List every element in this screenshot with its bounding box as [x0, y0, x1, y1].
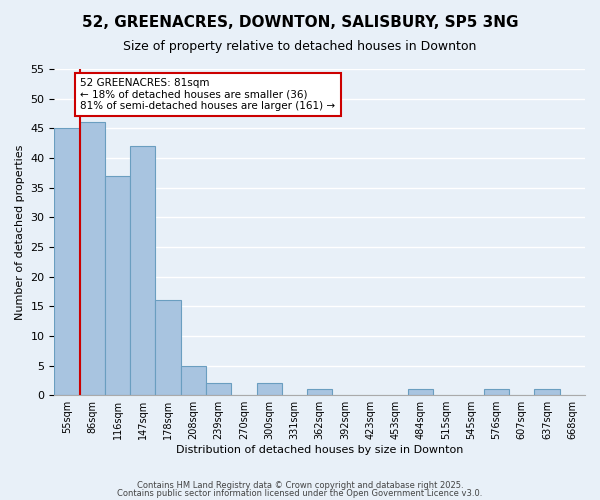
Bar	[181, 366, 206, 395]
Text: 52 GREENACRES: 81sqm
← 18% of detached houses are smaller (36)
81% of semi-detac: 52 GREENACRES: 81sqm ← 18% of detached h…	[80, 78, 335, 111]
Bar	[307, 390, 332, 395]
Bar	[155, 300, 181, 395]
Text: Contains HM Land Registry data © Crown copyright and database right 2025.: Contains HM Land Registry data © Crown c…	[137, 481, 463, 490]
Bar	[484, 390, 509, 395]
Text: Contains public sector information licensed under the Open Government Licence v3: Contains public sector information licen…	[118, 488, 482, 498]
Bar	[408, 390, 433, 395]
Bar	[55, 128, 80, 395]
Bar	[206, 384, 231, 395]
Bar	[130, 146, 155, 395]
Text: Size of property relative to detached houses in Downton: Size of property relative to detached ho…	[124, 40, 476, 53]
Bar	[257, 384, 282, 395]
Y-axis label: Number of detached properties: Number of detached properties	[15, 144, 25, 320]
Text: 52, GREENACRES, DOWNTON, SALISBURY, SP5 3NG: 52, GREENACRES, DOWNTON, SALISBURY, SP5 …	[82, 15, 518, 30]
Bar	[105, 176, 130, 395]
Bar	[535, 390, 560, 395]
Bar	[80, 122, 105, 395]
X-axis label: Distribution of detached houses by size in Downton: Distribution of detached houses by size …	[176, 445, 463, 455]
